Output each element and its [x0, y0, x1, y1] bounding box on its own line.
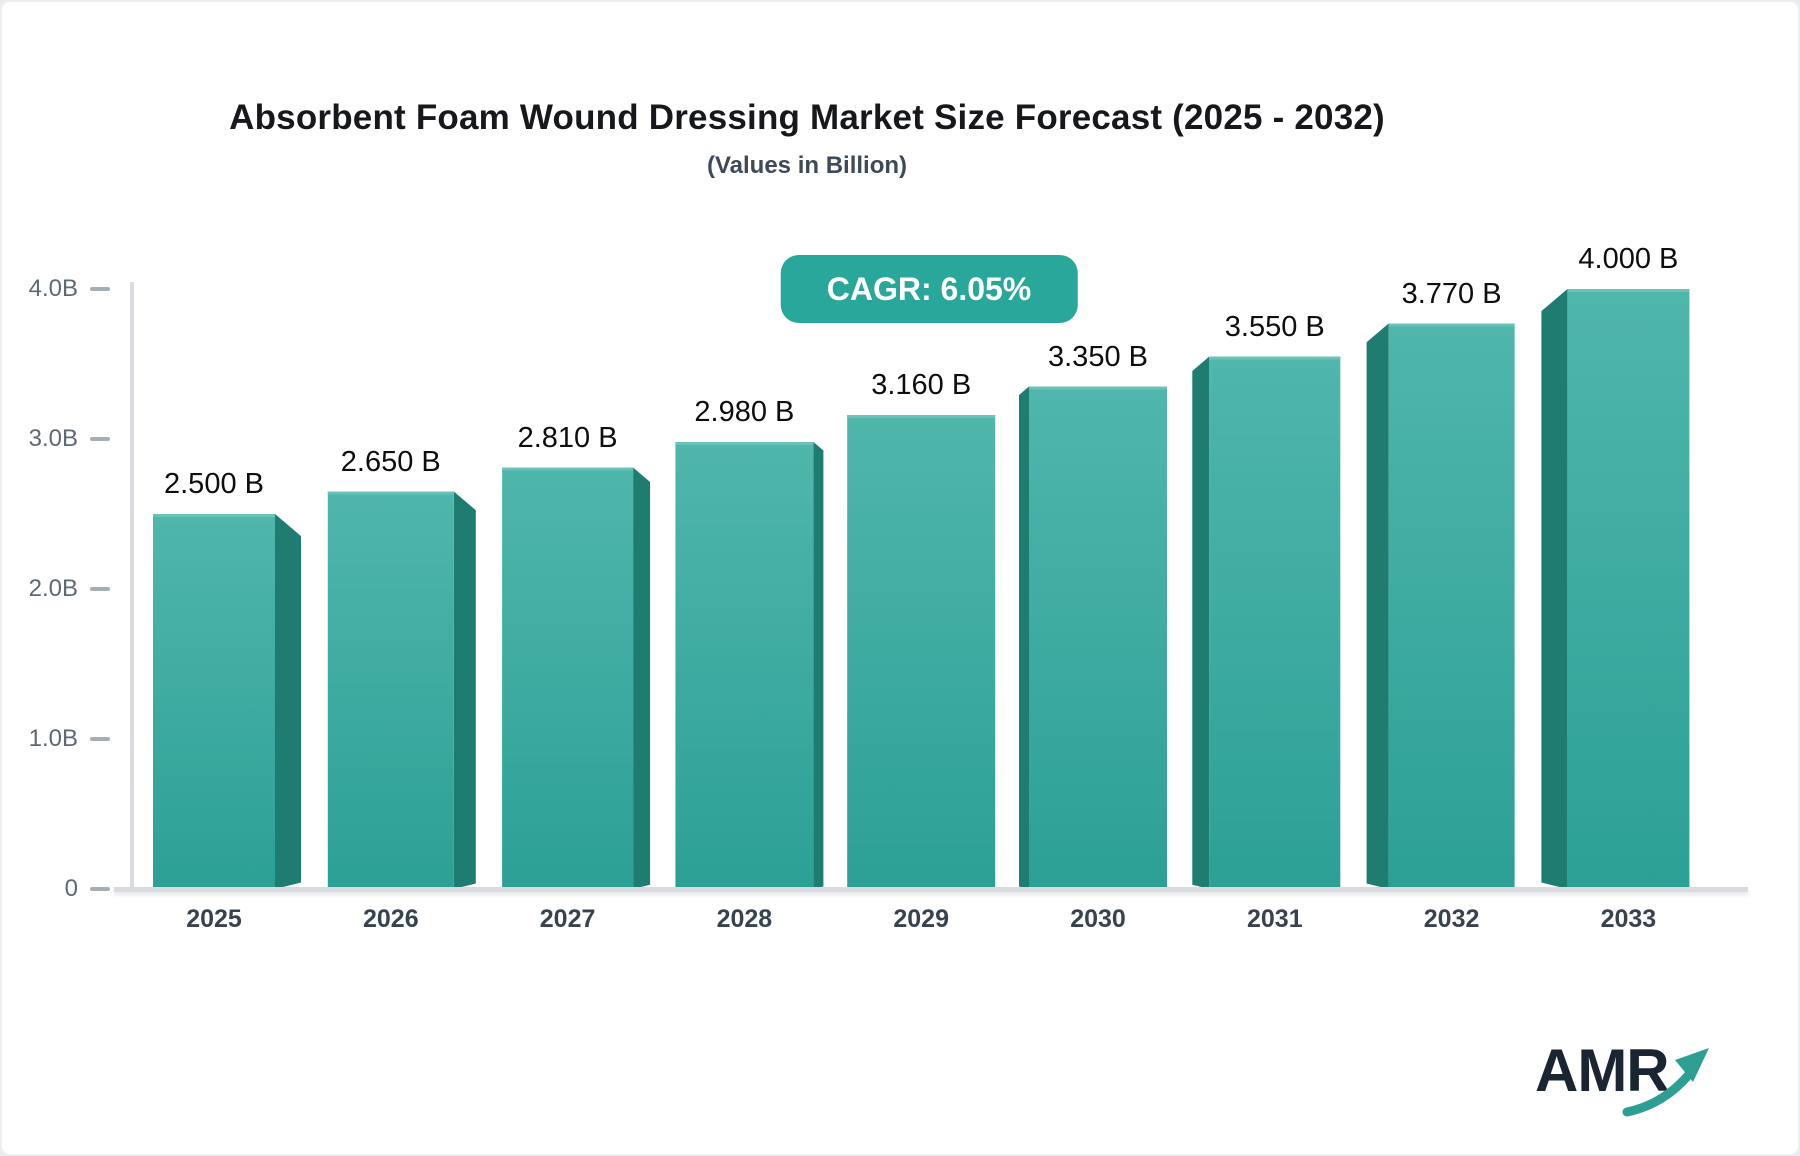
bar-value-label-2030: 3.350 B [1048, 340, 1148, 373]
amr-logo: AMR [1535, 1040, 1725, 1125]
bar-top-highlight [502, 467, 634, 471]
bar-2031 [1209, 356, 1341, 889]
bar-side-2032 [1366, 323, 1389, 889]
bar-2029 [847, 415, 996, 889]
bar-value-label-2028: 2.980 B [694, 396, 795, 428]
bar-2028 [675, 442, 814, 889]
bar-value-label-2027: 2.810 B [517, 421, 618, 454]
x-tick-label-2025: 2025 [186, 905, 242, 933]
bar-value-label-2033: 4.000 B [1578, 243, 1679, 275]
x-tick-label-2027: 2027 [539, 905, 596, 933]
bar-top-highlight [847, 415, 996, 418]
bar-2033 [1567, 289, 1690, 889]
bar-2026 [327, 491, 454, 889]
bar-top-highlight [153, 514, 275, 517]
bar-top-highlight [1567, 289, 1690, 292]
x-axis-line [114, 887, 1748, 892]
bar-side-2027 [633, 467, 651, 889]
bar-side-2033 [1541, 289, 1568, 889]
bar-top-highlight [1388, 323, 1515, 327]
bar-value-label-2031: 3.550 B [1224, 310, 1325, 343]
cagr-badge-label: CAGR: 6.05% [826, 271, 1032, 307]
bar-2032 [1388, 323, 1515, 889]
bar-value-label-2032: 3.770 B [1401, 277, 1502, 310]
x-tick-label-2030: 2030 [1070, 905, 1126, 933]
y-tick-mark [90, 437, 110, 441]
bar-2027 [502, 467, 634, 889]
y-tick-label: 2.0B [28, 575, 78, 602]
y-tick-mark [90, 587, 110, 591]
y-axis-line [130, 282, 134, 889]
y-tick-mark [90, 737, 110, 741]
chart-subtitle: (Values in Billion) [706, 152, 908, 179]
bar-side-2028 [813, 442, 824, 889]
bar-top-highlight [1029, 386, 1167, 390]
bar-top-highlight [327, 491, 454, 495]
bar-value-label-2026: 2.650 B [340, 445, 441, 478]
bar-2030 [1029, 386, 1167, 889]
y-tick-mark [90, 287, 110, 291]
bar-value-label-2029: 3.160 B [871, 369, 972, 401]
amr-logo-text: AMR [1535, 1037, 1670, 1104]
cagr-badge: CAGR: 6.05% [780, 255, 1078, 323]
bar-side-2031 [1192, 356, 1210, 889]
bar-2025 [153, 514, 275, 889]
x-tick-label-2033: 2033 [1600, 905, 1657, 933]
bar-side-2026 [453, 491, 476, 889]
x-tick-label-2031: 2031 [1246, 905, 1303, 933]
bar-top-highlight [1209, 356, 1341, 360]
y-tick-label: 3.0B [28, 425, 78, 452]
bar-value-label-2025: 2.500 B [164, 468, 264, 500]
x-tick-label-2029: 2029 [893, 905, 949, 933]
bar-top-highlight [675, 442, 814, 445]
y-tick-mark [90, 887, 110, 891]
x-tick-label-2028: 2028 [716, 905, 773, 933]
amr-logo-arrow-icon [1622, 1048, 1709, 1117]
bar-side-2025 [275, 514, 301, 889]
y-tick-label: 4.0B [28, 275, 78, 302]
chart-title: Absorbent Foam Wound Dressing Market Siz… [229, 98, 1385, 137]
x-tick-label-2026: 2026 [362, 905, 419, 933]
x-tick-label-2032: 2032 [1423, 905, 1480, 933]
y-tick-label: 0 [64, 875, 78, 902]
bar-side-2030 [1019, 386, 1029, 889]
y-tick-label: 1.0B [28, 725, 78, 752]
